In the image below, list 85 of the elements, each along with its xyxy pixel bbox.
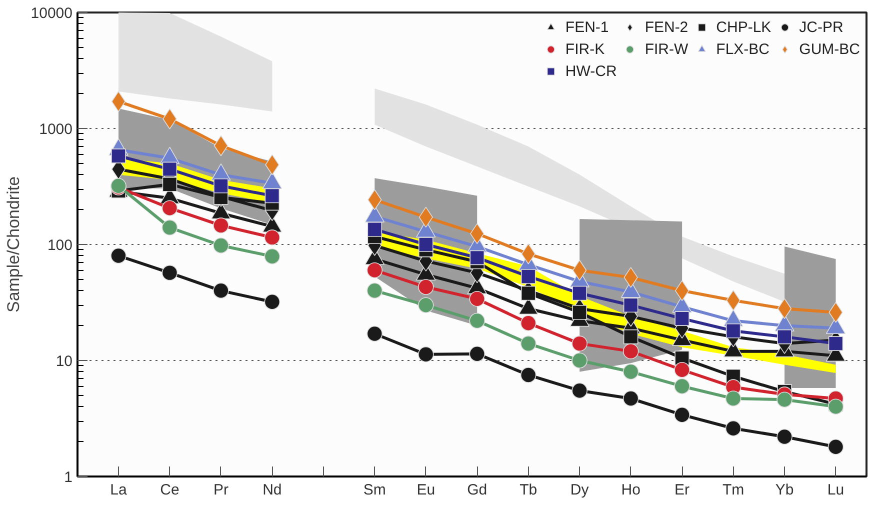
- x-tick-label: Lu: [827, 482, 844, 498]
- y-axis-title: Sample/Chondrite: [4, 176, 23, 313]
- point: [776, 428, 792, 445]
- point: [776, 392, 792, 408]
- legend-label: GUM-BC: [799, 40, 860, 58]
- point: [623, 298, 638, 313]
- y-tick-label: 100: [47, 237, 73, 254]
- point: [725, 390, 742, 406]
- point: [418, 297, 434, 314]
- point: [828, 336, 844, 351]
- x-tick-label: Ho: [621, 482, 640, 498]
- point: [622, 343, 639, 360]
- point: [264, 294, 280, 310]
- legend-label: JC-PR: [799, 18, 844, 36]
- x-tick-label: Pr: [213, 482, 228, 498]
- x-tick-label: Tb: [520, 482, 538, 498]
- point: [366, 282, 383, 299]
- x-tick-label: Sm: [363, 482, 386, 498]
- y-tick-label: 10: [56, 353, 73, 370]
- legend-label: CHP-LK: [716, 18, 772, 36]
- point: [162, 264, 178, 281]
- point: [674, 378, 690, 394]
- point: [674, 362, 690, 378]
- point: [367, 222, 382, 237]
- point: [572, 304, 587, 320]
- legend-label: FLX-BC: [716, 40, 770, 58]
- x-tick-label: Er: [674, 482, 690, 498]
- point: [520, 286, 536, 301]
- point: [214, 178, 228, 194]
- point: [366, 326, 383, 342]
- point: [623, 329, 638, 344]
- y-tick-label: 1: [64, 469, 72, 486]
- point: [162, 220, 178, 236]
- point: [162, 162, 178, 177]
- point: [520, 315, 536, 332]
- x-tick-label: La: [110, 482, 128, 498]
- point: [470, 250, 485, 266]
- point: [828, 439, 844, 455]
- x-tick-label: Ce: [160, 482, 180, 498]
- point: [366, 262, 383, 278]
- point: [520, 367, 536, 383]
- point: [520, 336, 536, 352]
- legend-label: FEN-2: [644, 18, 688, 36]
- legend-label: FEN-1: [565, 18, 609, 36]
- x-tick-label: Yb: [775, 482, 794, 498]
- point: [264, 248, 280, 264]
- point: [469, 290, 486, 307]
- legend-label: HW-CR: [565, 62, 617, 80]
- point: [622, 364, 639, 380]
- y-tick-label: 10000: [30, 5, 73, 22]
- point: [777, 329, 792, 344]
- point: [213, 238, 229, 254]
- x-tick-label: Dy: [570, 482, 590, 498]
- x-tick-label: Gd: [467, 482, 488, 498]
- point: [264, 230, 280, 246]
- point: [828, 398, 844, 415]
- point: [674, 311, 690, 326]
- point: [520, 269, 536, 284]
- x-tick-label: Eu: [416, 482, 436, 498]
- point: [726, 323, 741, 338]
- point: [725, 420, 742, 436]
- point: [572, 352, 588, 368]
- point: [418, 346, 434, 362]
- point: [572, 336, 588, 352]
- point: [264, 188, 280, 204]
- y-tick-label: 1000: [39, 121, 73, 138]
- point: [418, 279, 434, 295]
- point: [622, 390, 639, 406]
- point: [111, 91, 126, 112]
- point: [469, 312, 486, 329]
- point: [572, 382, 588, 399]
- x-tick-label: Nd: [262, 482, 282, 498]
- point: [213, 282, 229, 299]
- point: [162, 200, 178, 216]
- point: [418, 237, 434, 252]
- point: [674, 406, 690, 423]
- legend-label: FIR-K: [565, 40, 605, 58]
- point: [572, 286, 587, 301]
- point: [213, 218, 229, 234]
- x-tick-label: Tm: [722, 482, 744, 498]
- legend-label: FIR-W: [644, 40, 688, 58]
- point: [469, 346, 486, 362]
- point: [111, 148, 126, 164]
- point: [110, 248, 126, 264]
- point: [162, 176, 178, 192]
